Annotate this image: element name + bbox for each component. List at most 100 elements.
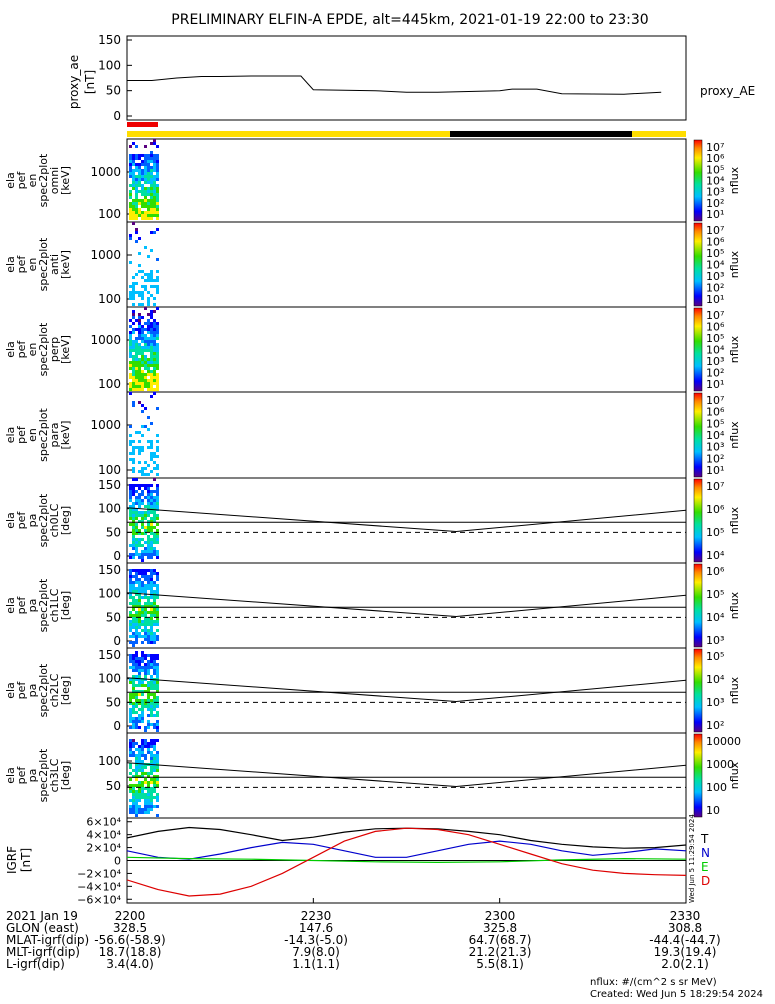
spectrogram-cell (129, 711, 132, 714)
spectrogram-cell (150, 766, 153, 769)
xaxis-row-label: L-igrf(dip) (6, 957, 65, 971)
spectrogram-cell (150, 231, 153, 234)
spectrogram-cell (150, 376, 153, 379)
spectrogram-cell (141, 739, 144, 742)
spectrogram-cell (129, 202, 132, 205)
spectrogram-cell (129, 361, 132, 364)
spectrogram-cell (150, 569, 153, 572)
spectrogram-cell (153, 702, 156, 705)
spectrogram-cell (147, 772, 150, 775)
igrf-ytick-label: 2×10⁴ (86, 842, 121, 855)
colorbar-tick-label: 10⁶ (706, 565, 725, 578)
spectrogram-cell (156, 614, 159, 617)
spectrogram-cell (150, 620, 153, 623)
spectrogram-cell (129, 581, 132, 584)
spectrogram-cell (138, 678, 141, 681)
spectrogram-cell (132, 663, 135, 666)
igrf-ytick-label: 6×10⁴ (86, 816, 121, 829)
spectrogram-cell (138, 745, 141, 748)
spectrogram-cell (141, 297, 144, 300)
spectrogram-cell (141, 669, 144, 672)
spectrogram-cell (132, 775, 135, 778)
spectrogram-cell (135, 478, 138, 481)
spectrogram-cell (132, 199, 135, 202)
spectrogram-cell (147, 708, 150, 711)
spectrogram-cell (144, 684, 147, 687)
spectrogram-cell (138, 343, 141, 346)
colorbar-tick-label: 10⁴ (706, 344, 725, 357)
spectrogram-cell (153, 535, 156, 538)
igrf-legend-n: N (701, 846, 710, 860)
spectrogram-cell (144, 793, 147, 796)
spectrogram-cell (138, 784, 141, 787)
panel-ylabel-line: spec2plot (37, 408, 50, 462)
spectrogram-cell (156, 757, 159, 760)
spectrogram-cell (156, 578, 159, 581)
panel-frame (126, 138, 687, 223)
spectrogram-cell (132, 690, 135, 693)
spectrogram-cell (138, 763, 141, 766)
spectrogram-cell (135, 693, 138, 696)
spectrogram-cell (156, 385, 159, 388)
spectrogram-cell (156, 172, 159, 175)
spectrogram-cell (129, 343, 132, 346)
spectrogram-cell (150, 581, 153, 584)
spectrogram-cell (129, 654, 132, 657)
spectrogram-cell (150, 805, 153, 808)
spectrogram-cell (135, 675, 138, 678)
spectrogram-cell (150, 343, 153, 346)
xaxis-value: 3.4(4.0) (106, 957, 154, 971)
spectrogram-cell (138, 166, 141, 169)
spectrogram-cell (144, 529, 147, 532)
spectrogram-cell (144, 632, 147, 635)
spectrogram-cell (153, 766, 156, 769)
spectrogram-cell (144, 590, 147, 593)
spectrogram-cell (138, 726, 141, 729)
igrf-ytick-label: −2×10⁴ (77, 867, 121, 880)
spectrogram-cell (138, 385, 141, 388)
spectrogram-cell (144, 349, 147, 352)
spectrogram-cell (156, 367, 159, 370)
spectrogram-cell (156, 178, 159, 181)
spectrogram-cell (147, 638, 150, 641)
spectrogram-cell (135, 502, 138, 505)
spectrogram-cell (141, 760, 144, 763)
spectrogram-cell (138, 596, 141, 599)
spectrogram-cell (147, 358, 150, 361)
spectrogram-cell (150, 340, 153, 343)
spectrogram-cell (129, 496, 132, 499)
spectrogram-cell (144, 328, 147, 331)
colorbar-tick-label: 10⁶ (706, 152, 725, 165)
spectrogram-cell (144, 334, 147, 337)
spectrogram-cell (141, 385, 144, 388)
spectrogram-cell (132, 373, 135, 376)
spectrogram-cell (138, 699, 141, 702)
spectrogram-cell (153, 154, 156, 157)
spectrogram-cell (147, 208, 150, 211)
spectrogram-cell (156, 484, 159, 487)
spectrogram-cell (144, 672, 147, 675)
spectrogram-cell (150, 331, 153, 334)
spectrogram-cell (135, 569, 138, 572)
spectrogram-cell (156, 690, 159, 693)
spectrogram-cell (147, 514, 150, 517)
spectrogram-cell (141, 328, 144, 331)
spectrogram-cell (150, 550, 153, 553)
panel-ytick-label: 100 (98, 502, 121, 516)
spectrogram-cell (144, 364, 147, 367)
spectrogram-cell (156, 505, 159, 508)
spectrogram-cell (135, 593, 138, 596)
colorbar-label: nflux (728, 676, 741, 704)
spectrogram-cell (141, 499, 144, 502)
spectrogram-cell (156, 407, 159, 410)
spectrogram-cell (138, 587, 141, 590)
spectrogram-cell (150, 358, 153, 361)
spectrogram-cell (132, 169, 135, 172)
spectrogram-cell (132, 205, 135, 208)
spectrogram-cell (147, 346, 150, 349)
spectrogram-cell (141, 276, 144, 279)
spectrogram-cell (147, 199, 150, 202)
spectrogram-cell (129, 154, 132, 157)
spectrogram-cell (153, 334, 156, 337)
